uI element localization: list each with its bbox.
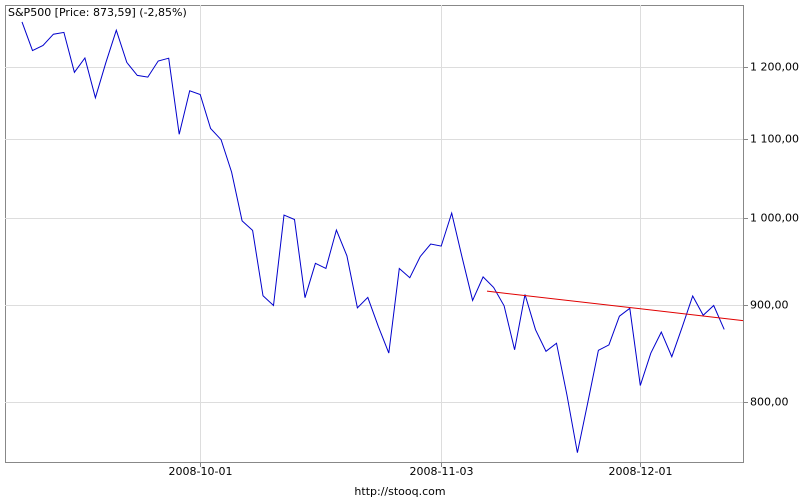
x-tick-label: 2008-11-03 — [410, 465, 474, 478]
y-tick-label: 1 200,00 — [750, 61, 799, 74]
x-tick-label: 2008-10-01 — [169, 465, 233, 478]
plot-area — [5, 5, 744, 463]
price-line — [21, 21, 725, 453]
trendline — [486, 290, 744, 322]
footer: http://stooq.com — [354, 485, 445, 498]
y-tick-label: 800,00 — [750, 396, 789, 409]
x-tick-label: 2008-12-01 — [609, 465, 673, 478]
y-tick-label: 900,00 — [750, 299, 789, 312]
y-tick-label: 1 100,00 — [750, 133, 799, 146]
y-tick-label: 1 000,00 — [750, 212, 799, 225]
chart-title: S&P500 [Price: 873,59] (-2,85%) — [8, 6, 187, 19]
